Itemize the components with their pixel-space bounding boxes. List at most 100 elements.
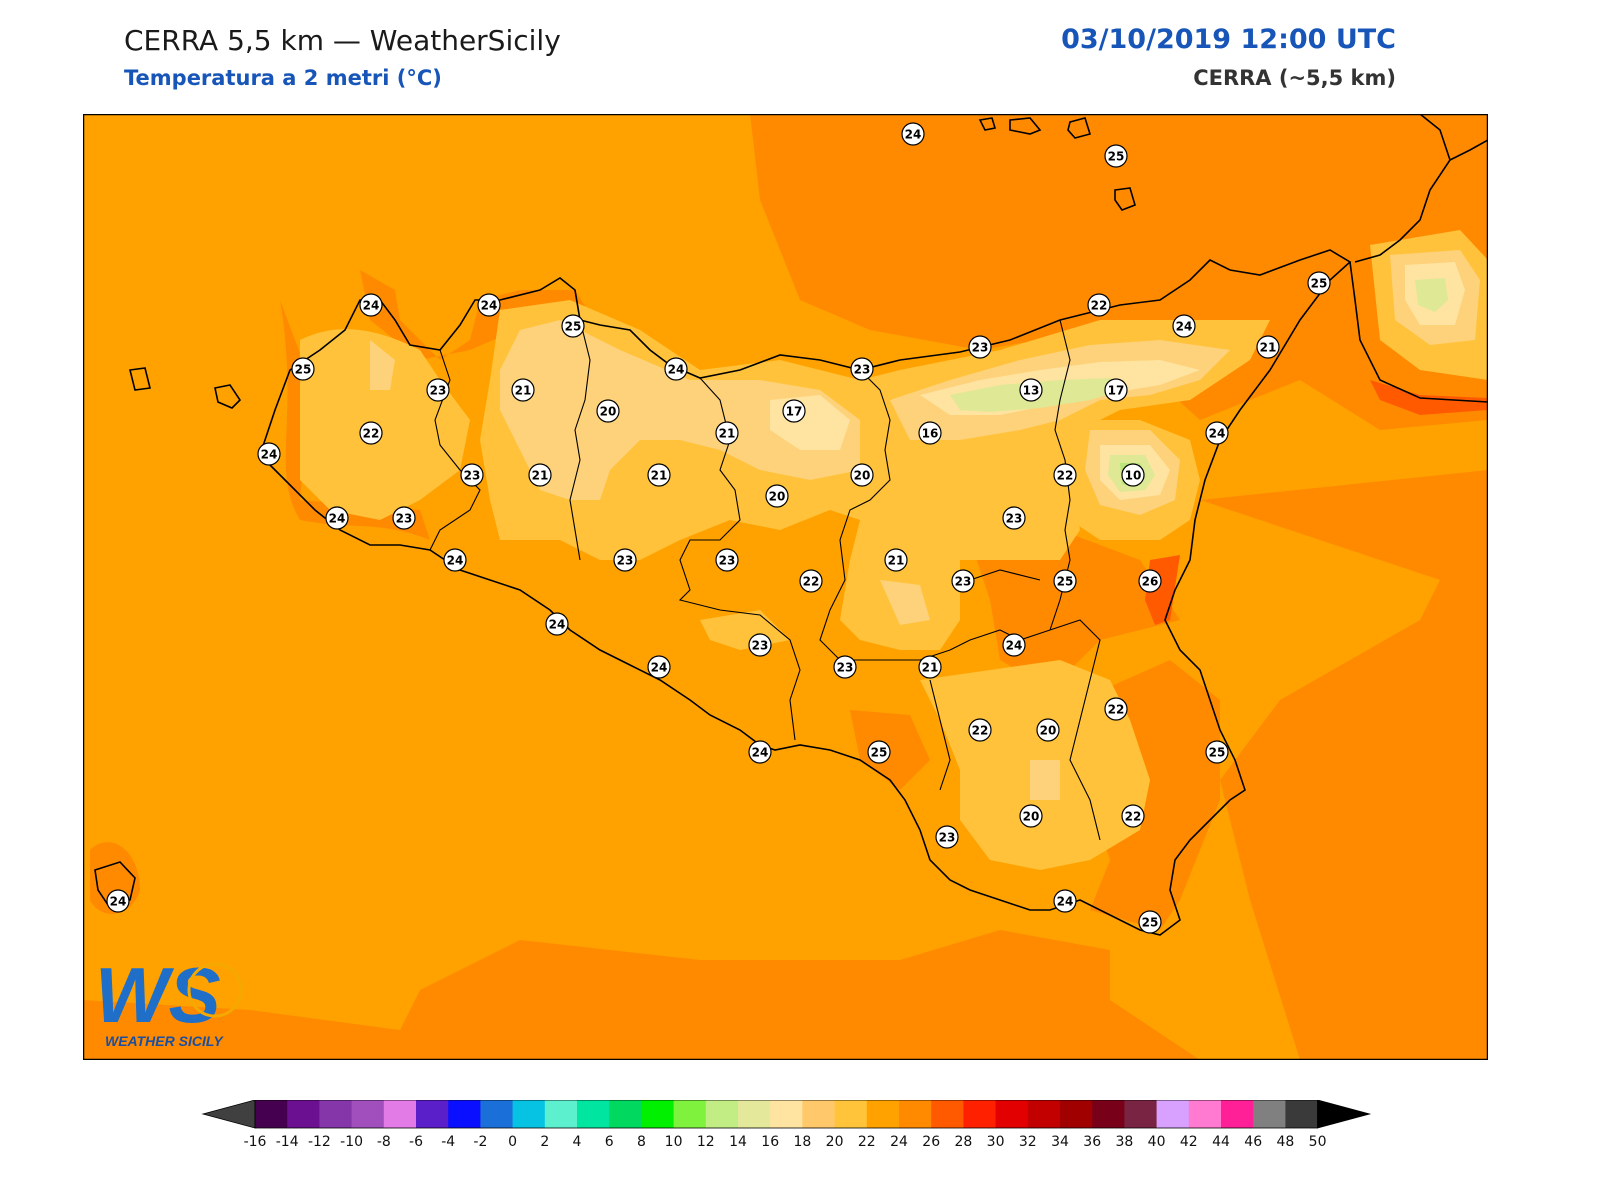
station-marker[interactable]: 23: [392, 506, 416, 530]
station-value: 24: [481, 299, 498, 313]
station-marker[interactable]: 21: [647, 463, 671, 487]
station-marker[interactable]: 24: [359, 293, 383, 317]
station-marker[interactable]: 22: [1087, 293, 1111, 317]
station-marker[interactable]: 23: [968, 335, 992, 359]
station-marker[interactable]: 20: [596, 399, 620, 423]
station-value: 23: [939, 831, 956, 845]
station-marker[interactable]: 23: [850, 357, 874, 381]
station-value: 21: [532, 469, 549, 483]
station-marker[interactable]: 24: [664, 357, 688, 381]
station-marker[interactable]: 24: [257, 442, 281, 466]
colorbar-swatch: [834, 1100, 868, 1128]
station-value: 21: [888, 554, 905, 568]
station-circle: [1087, 293, 1111, 317]
colorbar-tick-label: 36: [1083, 1134, 1101, 1150]
station-value: 22: [803, 575, 820, 589]
temp-zone-24: [750, 114, 1488, 430]
station-marker[interactable]: 23: [833, 655, 857, 679]
colorbar-swatch: [287, 1100, 320, 1128]
station-marker[interactable]: 24: [545, 612, 569, 636]
station-marker[interactable]: 21: [884, 548, 908, 572]
station-marker[interactable]: 24: [1205, 421, 1229, 445]
colorbar-swatch: [705, 1100, 739, 1128]
station-marker[interactable]: 24: [647, 655, 671, 679]
station-marker[interactable]: 23: [715, 548, 739, 572]
station-marker[interactable]: 25: [1053, 569, 1077, 593]
station-marker[interactable]: 25: [561, 314, 585, 338]
station-marker[interactable]: 25: [1307, 271, 1331, 295]
station-marker[interactable]: 21: [918, 655, 942, 679]
colorbar-tick-label: 6: [605, 1134, 614, 1150]
station-marker[interactable]: 17: [782, 399, 806, 423]
station-marker[interactable]: 21: [511, 378, 535, 402]
station-circle: [1205, 740, 1229, 764]
station-marker[interactable]: 26: [1138, 569, 1162, 593]
station-marker[interactable]: 24: [106, 889, 130, 913]
station-circle: [715, 421, 739, 445]
station-marker[interactable]: 16: [918, 421, 942, 445]
station-value: 24: [651, 661, 668, 675]
station-marker[interactable]: 20: [1036, 718, 1060, 742]
svg-text:WEATHER SICILY: WEATHER SICILY: [105, 1033, 224, 1049]
station-value: 23: [464, 469, 481, 483]
temp-zone-22: [300, 329, 470, 520]
station-marker[interactable]: 25: [867, 740, 891, 764]
colorbar-tick-label: 38: [1115, 1134, 1133, 1150]
station-value: 13: [1023, 384, 1040, 398]
station-marker[interactable]: 23: [748, 633, 772, 657]
station-marker[interactable]: 24: [748, 740, 772, 764]
station-marker[interactable]: 20: [765, 484, 789, 508]
station-marker[interactable]: 22: [968, 718, 992, 742]
station-marker[interactable]: 22: [1053, 463, 1077, 487]
station-value: 25: [1142, 916, 1159, 930]
station-marker[interactable]: 21: [715, 421, 739, 445]
station-marker[interactable]: 17: [1104, 378, 1128, 402]
station-marker[interactable]: 13: [1019, 378, 1043, 402]
station-marker[interactable]: 21: [1256, 335, 1280, 359]
station-marker[interactable]: 22: [799, 569, 823, 593]
station-marker[interactable]: 23: [951, 569, 975, 593]
colorbar-tick-label: 40: [1148, 1134, 1166, 1150]
station-circle: [951, 569, 975, 593]
colorbar-tick-label: -16: [244, 1134, 267, 1150]
station-circle: [1053, 569, 1077, 593]
station-marker[interactable]: 24: [443, 548, 467, 572]
station-marker[interactable]: 22: [359, 421, 383, 445]
station-circle: [1138, 910, 1162, 934]
station-marker[interactable]: 24: [1172, 314, 1196, 338]
colorbar-swatch: [351, 1100, 385, 1128]
station-circle: [1104, 144, 1128, 168]
station-marker[interactable]: 23: [426, 378, 450, 402]
colorbar-swatch: [770, 1100, 803, 1128]
station-marker[interactable]: 25: [1205, 740, 1229, 764]
station-marker[interactable]: 23: [1002, 506, 1026, 530]
station-marker[interactable]: 23: [613, 548, 637, 572]
station-marker[interactable]: 24: [477, 293, 501, 317]
station-marker[interactable]: 23: [935, 825, 959, 849]
station-circle: [596, 399, 620, 423]
station-marker[interactable]: 22: [1121, 804, 1145, 828]
colorbar-swatch: [577, 1100, 610, 1128]
station-marker[interactable]: 24: [1002, 633, 1026, 657]
station-value: 22: [1057, 469, 1074, 483]
station-marker[interactable]: 24: [901, 122, 925, 146]
station-marker[interactable]: 21: [528, 463, 552, 487]
colorbar-swatch: [609, 1100, 642, 1128]
station-marker[interactable]: 20: [1019, 804, 1043, 828]
station-marker[interactable]: 20: [850, 463, 874, 487]
station-value: 24: [549, 618, 566, 632]
station-marker[interactable]: 25: [291, 357, 315, 381]
temperature-map[interactable]: 24 25 24 24 25 22 25 24 23 21 25 23 21 24 23 13 17 20 17 22…: [83, 114, 1488, 1060]
colorbar-tick-label: 46: [1244, 1134, 1262, 1150]
station-circle: [1104, 697, 1128, 721]
colorbar-tick-label: 42: [1180, 1134, 1198, 1150]
station-marker[interactable]: 24: [1053, 889, 1077, 913]
station-marker[interactable]: 25: [1104, 144, 1128, 168]
station-circle: [1121, 804, 1145, 828]
station-marker[interactable]: 23: [460, 463, 484, 487]
station-circle: [867, 740, 891, 764]
station-marker[interactable]: 22: [1104, 697, 1128, 721]
station-marker[interactable]: 10: [1121, 463, 1145, 487]
station-marker[interactable]: 24: [325, 506, 349, 530]
station-marker[interactable]: 25: [1138, 910, 1162, 934]
